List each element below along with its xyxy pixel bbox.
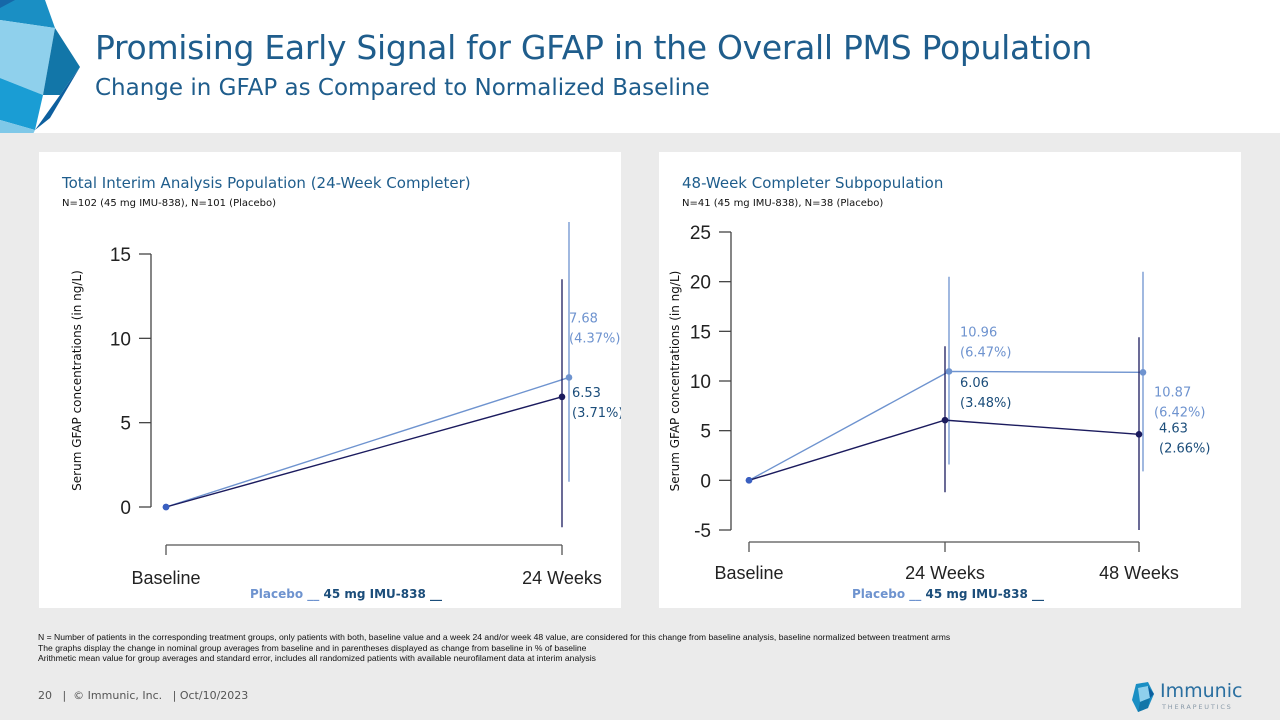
data-point [941,416,949,424]
chart-sample-size: N=102 (45 mg IMU-838), N=101 (Placebo) [62,198,277,209]
data-point [162,503,170,511]
logo-wordmark: Immunic [1160,680,1243,702]
logo-tagline: THERAPEUTICS [1162,703,1233,711]
data-point [945,368,953,375]
data-label-value: 4.63 [1159,421,1188,436]
x-tick-label: 48 Weeks [1099,563,1179,583]
data-label-value: 7.68 [569,311,598,326]
y-tick-label: 10 [110,329,131,350]
legend-placebo: Placebo [852,587,906,601]
legend-placebo-marker: __ [307,587,320,601]
data-point [745,477,753,484]
y-tick-label: -5 [694,521,711,542]
series-line [748,419,1140,482]
x-tick-label: 24 Weeks [905,563,985,583]
chart-title: Total Interim Analysis Population (24-We… [62,174,471,192]
legend-placebo: Placebo [250,587,304,601]
chart-panel-24-week: Total Interim Analysis Population (24-We… [39,152,621,608]
chart-24-week: 0 5 10 15 Serum GFAP concentrations (in ng/L… [70,221,621,588]
data-label-percent: (2.66%) [1159,441,1210,456]
x-tick-label: Baseline [131,568,200,588]
legend-imu838: 45 mg IMU-838 [925,587,1028,601]
y-tick-label: 15 [690,322,711,343]
data-point [565,374,573,381]
series-line [165,396,563,508]
y-tick-label: 5 [700,422,711,443]
y-tick-label: 25 [690,223,711,244]
legend-imu838: 45 mg IMU-838 [323,587,426,601]
footnote: N = Number of patients in the correspond… [38,632,951,642]
footnote: The graphs display the change in nominal… [38,642,587,653]
chart-legend: Placebo __ 45 mg IMU-838 __ [250,587,442,601]
data-label-percent: (6.42%) [1154,405,1205,420]
data-point [1135,431,1143,438]
y-tick-label: 15 [110,245,131,266]
x-tick-label: Baseline [714,563,783,583]
y-tick-label: 0 [700,471,711,492]
y-tick-label: 0 [120,498,131,519]
y-axis-label: Serum GFAP concentrations (in ng/L) [70,270,84,491]
slide-title: Promising Early Signal for GFAP in the O… [95,28,1092,67]
chart-title: 48-Week Completer Subpopulation [682,174,944,192]
data-point [1139,369,1147,376]
series-line [165,376,570,508]
legend-imu838-marker: __ [429,587,442,601]
slide-subtitle: Change in GFAP as Compared to Normalized… [95,75,710,101]
footnote: Arithmetic mean value for group averages… [38,653,596,663]
data-label-percent: (3.71%) [572,406,621,421]
data-label-value: 10.87 [1154,385,1191,400]
y-tick-label: 10 [690,372,711,393]
legend-imu838-marker: __ [1031,587,1044,601]
y-tick-label: 20 [690,273,711,294]
data-point [558,393,566,401]
footnotes: N = Number of patients in the correspond… [38,632,950,664]
legend-placebo-marker: __ [909,587,922,601]
data-label-value: 10.96 [960,325,997,340]
data-label-value: 6.06 [960,376,989,391]
immunic-crystal-icon [1132,682,1154,712]
immunic-logo: Immunic THERAPEUTICS [1130,680,1250,714]
chart-sample-size: N=41 (45 mg IMU-838), N=38 (Placebo) [682,198,884,209]
x-tick-label: 24 Weeks [522,568,602,588]
chart-48-week: -5 0 5 10 15 20 25 Serum GFAP concentrations (i… [668,223,1210,583]
chart-legend: Placebo __ 45 mg IMU-838 __ [852,587,1044,601]
data-label-value: 6.53 [572,386,601,401]
y-tick-label: 5 [120,414,131,435]
series-line [748,370,1144,481]
data-label-percent: (3.48%) [960,396,1011,411]
y-axis-label: Serum GFAP concentrations (in ng/L) [668,271,682,492]
chart-panel-48-week: 48-Week Completer Subpopulation N=41 (45… [659,152,1241,608]
data-label-percent: (4.37%) [569,331,620,346]
slide-footer: 20 | © Immunic, Inc. | Oct/10/2023 [38,689,249,702]
data-label-percent: (6.47%) [960,345,1011,360]
